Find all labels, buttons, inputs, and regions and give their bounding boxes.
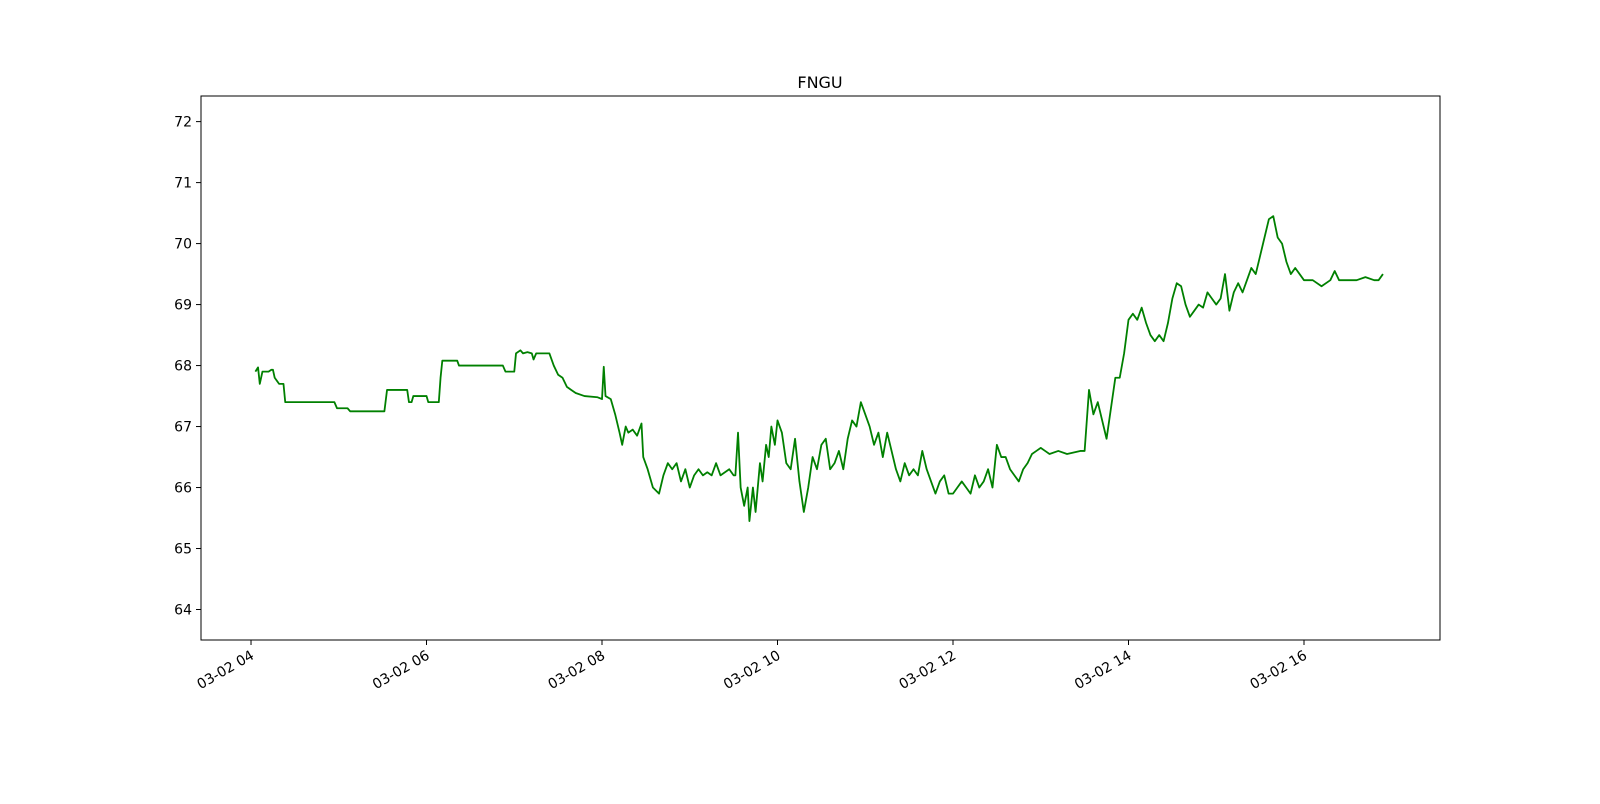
plot-frame [200,95,1441,641]
y-tick-label: 72 [174,115,192,131]
y-tick-label: 67 [174,420,192,436]
x-tick-label: 03-02 16 [1247,648,1310,693]
x-tick-label: 03-02 08 [545,648,608,693]
x-tick-label: 03-02 06 [370,648,433,693]
x-tick-label: 03-02 14 [1072,648,1135,693]
x-tick-label: 03-02 10 [721,648,784,693]
y-tick-label: 64 [174,603,192,619]
y-tick-label: 68 [174,359,192,375]
chart-title: FNGU [797,73,842,92]
price-line [254,215,1384,522]
x-tick-label: 03-02 12 [896,648,959,693]
y-tick-label: 65 [174,542,192,558]
x-tick-label: 03-02 04 [194,648,257,693]
y-tick-label: 69 [174,298,192,314]
y-tick-label: 71 [174,176,192,192]
y-tick-label: 70 [174,237,192,253]
y-tick-label: 66 [174,481,192,497]
